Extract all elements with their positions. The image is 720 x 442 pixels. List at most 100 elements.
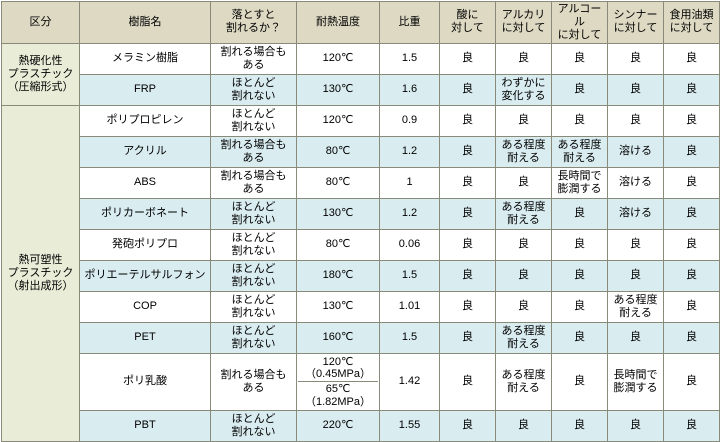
thinner-resistance-cell: 良 [607,321,664,354]
breakage-cell-line1: ほとんど [231,231,276,244]
heat-resistance-cell: 80℃ [296,228,380,261]
column-header-cooking-oil-line1: 食用油類 [669,9,714,22]
breakage-cell: ほとんど 割れない [210,409,297,442]
alcohol-resistance-cell: 良 [551,42,608,75]
cooking-oil-resistance-cell: 良 [663,259,720,292]
alkali-resistance-cell-line1: ある程度 [501,138,546,151]
heat-resistance-cell: 80℃ [296,135,380,168]
resin-name-cell: ABS [79,166,211,199]
thinner-resistance-cell: ある程度 耐える [607,290,664,323]
specific-gravity-cell: 0.06 [379,228,440,261]
resin-name-cell: ポリ乳酸 [79,352,211,411]
alkali-resistance-cell: 良 [495,259,552,292]
acid-resistance-cell: 良 [439,228,496,261]
column-header-thinner-line1: シンナー [613,9,658,22]
alkali-resistance-cell: ある程度 耐える [495,352,552,411]
breakage-cell-line1: ほとんど [231,107,276,120]
alkali-resistance-cell: 良 [495,166,552,199]
table-row: COP ほとんど 割れない 130℃ 1.01 良良良ある程度 耐える良 [2,290,720,323]
acid-resistance-cell: 良 [439,73,496,106]
heat-resistance-cell: 120℃ （0.45MPa） 65℃ （1.82MPa） [296,352,380,411]
heat-resistance-cell: 180℃ [296,259,380,292]
breakage-cell-line2: 割れない [231,425,276,438]
column-header-alcohol-line1: アルコール [557,3,602,28]
cooking-oil-resistance-cell: 良 [663,352,720,411]
thinner-resistance-cell: 溶ける [607,197,664,230]
heat-resistance-cell: 120℃ [296,104,380,137]
column-header-acid-line1: 酸に [456,9,479,22]
alcohol-resistance-cell: 良 [551,259,608,292]
table-row: アクリル 割れる場合も ある 80℃ 1.2 良ある程度 耐える ある程度 耐える 溶ける良 [2,135,720,168]
breakage-cell: ほとんど 割れない [210,228,297,261]
thinner-resistance-cell-line1: ある程度 [613,293,658,306]
alkali-resistance-cell: 良 [495,42,552,75]
specific-gravity-cell: 0.9 [379,104,440,137]
specific-gravity-cell: 1.5 [379,321,440,354]
heat-resistance-cell: 160℃ [296,321,380,354]
table-row: ポリエーテルサルフォン ほとんど 割れない 180℃ 1.5 良良良良良 [2,259,720,292]
cooking-oil-resistance-cell: 良 [663,409,720,442]
table-row: 熱硬化性 プラスチック （圧縮形式） メラミン樹脂 割れる場合も ある 120℃ 1.5 良良良… [1,42,720,106]
heat-condition: （0.45MPa） [304,368,372,381]
heat-value: 65℃ [325,383,351,396]
column-header-resin-name: 樹脂名 [79,1,211,44]
column-header-cooking-oil: 食用油類 に対して [663,1,720,44]
column-header-cooking-oil-line2: に対して [669,22,714,35]
breakage-cell-line1: ほとんど [231,324,276,337]
breakage-cell: ほとんど 割れない [210,321,297,354]
breakage-cell-line1: 割れる場合も [220,138,287,151]
breakage-cell-line1: 割れる場合も [220,169,287,182]
thinner-resistance-cell: 良 [607,409,664,442]
thinner-resistance-cell: 溶ける [607,166,664,199]
alcohol-resistance-cell: ある程度 耐える [551,135,608,168]
heat-resistance-cell: 120℃ [296,42,380,75]
cooking-oil-resistance-cell: 良 [663,73,720,106]
alcohol-resistance-cell: 良 [551,321,608,354]
column-header-acid: 酸に 対して [439,1,496,44]
breakage-cell-line1: 割れる場合も [220,368,287,381]
breakage-cell-line1: ほとんど [231,200,276,213]
alkali-resistance-cell: ある程度 耐える [495,321,552,354]
breakage-cell-line1: ほとんど [231,412,276,425]
acid-resistance-cell: 良 [439,259,496,292]
breakage-cell: 割れる場合も ある [210,135,297,168]
table-row: PET ほとんど 割れない 160℃ 1.5 良ある程度 耐える良良良 [2,321,720,354]
alcohol-resistance-cell: 良 [551,228,608,261]
resin-name-cell: ポリカーボネート [79,197,211,230]
specific-gravity-cell: 1.2 [379,197,440,230]
alkali-resistance-cell-line1: ある程度 [501,324,546,337]
alkali-resistance-cell: ある程度 耐える [495,135,552,168]
cooking-oil-resistance-cell: 良 [663,228,720,261]
column-header-acid-line2: 対して [451,22,484,35]
group-cell-1: 熱可塑性 プラスチック （射出成形） [1,104,80,442]
group-label-line2: プラスチック [7,67,74,80]
acid-resistance-cell: 良 [439,409,496,442]
heat-resistance-segment-2: 65℃ （1.82MPa） [298,382,378,409]
breakage-cell-line2: ある [242,182,265,195]
breakage-cell: ほとんど 割れない [210,73,297,106]
acid-resistance-cell: 良 [439,290,496,323]
group-label-line2: プラスチック [7,266,74,279]
thinner-resistance-cell: 溶ける [607,135,664,168]
breakage-cell: ほとんど 割れない [210,197,297,230]
breakage-cell-line2: ある [242,381,265,394]
specific-gravity-cell: 1.5 [379,259,440,292]
alkali-resistance-cell-line2: 変化する [501,89,546,102]
acid-resistance-cell: 良 [439,197,496,230]
cooking-oil-resistance-cell: 良 [663,197,720,230]
thinner-resistance-cell: 長時間で 膨潤する [607,352,664,411]
group-label-line3: （射出成形） [7,279,74,292]
breakage-cell-line2: 割れない [231,120,276,133]
alkali-resistance-cell-line2: 耐える [507,151,540,164]
heat-condition: （1.82MPa） [304,395,372,408]
breakage-cell: ほとんど 割れない [210,104,297,137]
specific-gravity-cell: 1.01 [379,290,440,323]
column-header-thinner: シンナー に対して [607,1,664,44]
alcohol-resistance-cell: 良 [551,352,608,411]
column-header-alkali-line2: に対して [501,22,546,35]
breakage-cell-line2: 割れない [231,337,276,350]
group-label-line1: 熱硬化性 [18,54,63,67]
breakage-cell: 割れる場合も ある [210,166,297,199]
resin-name-cell: ポリプロピレン [79,104,211,137]
